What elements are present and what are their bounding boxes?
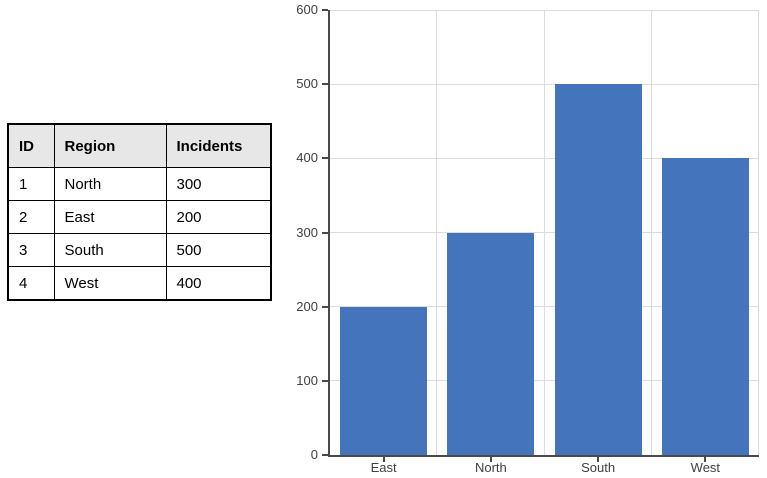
bar-north [447, 232, 535, 455]
y-axis-tick [322, 305, 328, 308]
table-header-row: ID Region Incidents [7, 123, 272, 168]
v-gridline [436, 10, 438, 455]
y-axis-tick [322, 454, 328, 456]
y-axis-label: 500 [296, 76, 318, 92]
y-axis-label: 0 [310, 447, 318, 462]
x-axis-label: North [474, 460, 507, 475]
cell-region: West [53, 266, 167, 301]
y-axis-tick [322, 157, 328, 160]
y-axis-label: 200 [296, 298, 318, 314]
bar-east [340, 306, 428, 455]
cell-region: South [53, 233, 167, 267]
incidents-table: ID Region Incidents 1 North 300 2 East 2… [7, 123, 272, 301]
table-row: 4 West 400 [7, 266, 272, 301]
x-axis-tick [597, 457, 600, 462]
cell-id: 2 [7, 200, 55, 234]
cell-incidents: 400 [165, 266, 272, 301]
y-axis-label: 300 [296, 224, 318, 240]
table-row: 2 East 200 [7, 200, 272, 234]
table-header-region: Region [53, 123, 167, 168]
x-axis-tick [489, 457, 492, 462]
h-gridline [330, 306, 759, 308]
cell-id: 4 [7, 266, 55, 301]
h-gridline [330, 232, 759, 233]
table-row: 1 North 300 [7, 167, 272, 201]
x-axis-label: South [581, 460, 616, 475]
y-axis-tick [322, 9, 328, 11]
y-axis-label: 600 [296, 2, 318, 17]
cell-region: North [53, 167, 167, 201]
x-axis-tick [704, 457, 707, 462]
v-gridline [650, 10, 652, 455]
h-gridline [330, 9, 759, 11]
bar-west [661, 158, 749, 455]
cell-id: 3 [7, 233, 55, 267]
h-gridline [330, 83, 759, 85]
plot-area [328, 9, 759, 457]
cell-incidents: 300 [165, 167, 272, 201]
bar-south [554, 84, 642, 455]
x-axis-label: West [690, 460, 721, 475]
y-axis-label: 400 [296, 150, 318, 166]
y-axis-tick [322, 379, 328, 382]
y-axis-tick [322, 83, 328, 86]
y-axis-tick [322, 231, 328, 234]
h-gridline [330, 157, 759, 159]
table-header-id: ID [7, 123, 55, 168]
y-axis-label: 100 [296, 372, 318, 388]
x-axis-tick [382, 457, 385, 462]
x-axis-label: East [370, 460, 397, 475]
cell-incidents: 500 [165, 233, 272, 267]
table-row: 3 South 500 [7, 233, 272, 267]
v-gridline [543, 10, 545, 455]
table-header-incidents: Incidents [165, 123, 272, 168]
v-gridline [758, 10, 759, 455]
h-gridline [330, 380, 759, 382]
